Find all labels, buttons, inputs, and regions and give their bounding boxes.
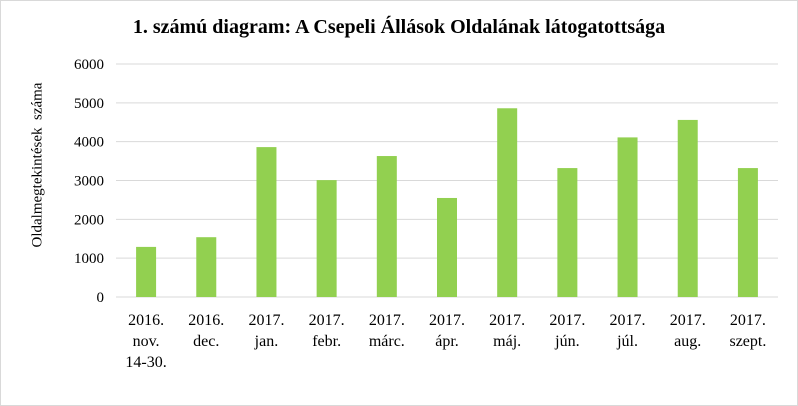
chart-title: 1. számú diagram: A Csepeli Állások Olda…	[132, 16, 666, 38]
bar	[316, 180, 337, 297]
x-tick-label-line: máj.	[493, 333, 522, 350]
y-tick-label: 4000	[74, 135, 104, 151]
x-tick-label-line: 2017.	[669, 312, 706, 329]
y-tick-label: 0	[97, 290, 105, 306]
y-tick-labels: 0 1000 2000 3000 4000 5000 6000	[74, 57, 104, 306]
bar	[617, 137, 638, 297]
x-tick-label-line: 2017.	[248, 312, 285, 329]
x-tick-label-line: jún.	[555, 333, 580, 350]
x-tick-label-line: júl.	[617, 333, 638, 350]
bar	[136, 246, 157, 297]
y-tick-label: 6000	[74, 57, 104, 73]
x-tick-label-line: jan.	[254, 333, 279, 350]
x-tick-label-line: 14-30.	[125, 354, 167, 371]
x-tick-label-line: szept.	[729, 333, 767, 350]
x-tick-label-line: 2017.	[729, 312, 766, 329]
x-tick-label-line: 2017.	[429, 312, 465, 329]
y-tick-label: 5000	[74, 96, 104, 112]
x-tick-label-line: nov.	[132, 333, 160, 350]
x-tick-label-line: márc.	[368, 333, 405, 350]
x-tick-label: 2016. dec.	[176, 310, 236, 352]
x-tick-label-line: 2017.	[308, 312, 345, 329]
y-tick-label: 3000	[74, 174, 104, 190]
x-tick-label-line: 2016.	[128, 312, 165, 329]
x-tick-label-line: 2017.	[549, 312, 586, 329]
x-tick-label: 2016. nov. 14-30.	[116, 310, 176, 373]
bar	[437, 197, 457, 297]
x-tick-label: 2017. febr.	[297, 310, 357, 352]
x-tick-label: 2017. aug.	[658, 310, 718, 352]
x-tick-label-line: ápr.	[435, 333, 459, 350]
bar	[196, 237, 217, 297]
x-tick-label: 2017. szept.	[718, 310, 778, 352]
bar	[557, 168, 578, 297]
x-tick-label: 2017. máj.	[477, 310, 537, 352]
x-tick-label: 2017. júl.	[598, 310, 658, 352]
bar	[737, 168, 758, 297]
x-tick-label-line: 2017.	[609, 312, 646, 329]
x-tick-label-line: 2017.	[368, 312, 405, 329]
bar	[256, 147, 277, 297]
x-tick-label: 2017. jún.	[537, 310, 597, 352]
bar	[497, 108, 518, 298]
y-tick-label: 2000	[74, 212, 104, 228]
bars	[136, 108, 758, 298]
bar	[376, 156, 397, 297]
y-tick-label: 1000	[74, 251, 104, 267]
x-tick-label-line: 2016.	[188, 312, 225, 329]
x-tick-label-line: 2017.	[489, 312, 526, 329]
bar	[677, 119, 698, 297]
x-tick-label-line: dec.	[193, 333, 220, 350]
x-tick-label: 2017. jan.	[236, 310, 296, 352]
x-tick-label: 2017. ápr.	[417, 310, 477, 352]
x-tick-label-line: aug.	[674, 333, 702, 350]
x-tick-label-line: febr.	[312, 333, 342, 350]
x-tick-label: 2017. márc.	[357, 310, 417, 352]
